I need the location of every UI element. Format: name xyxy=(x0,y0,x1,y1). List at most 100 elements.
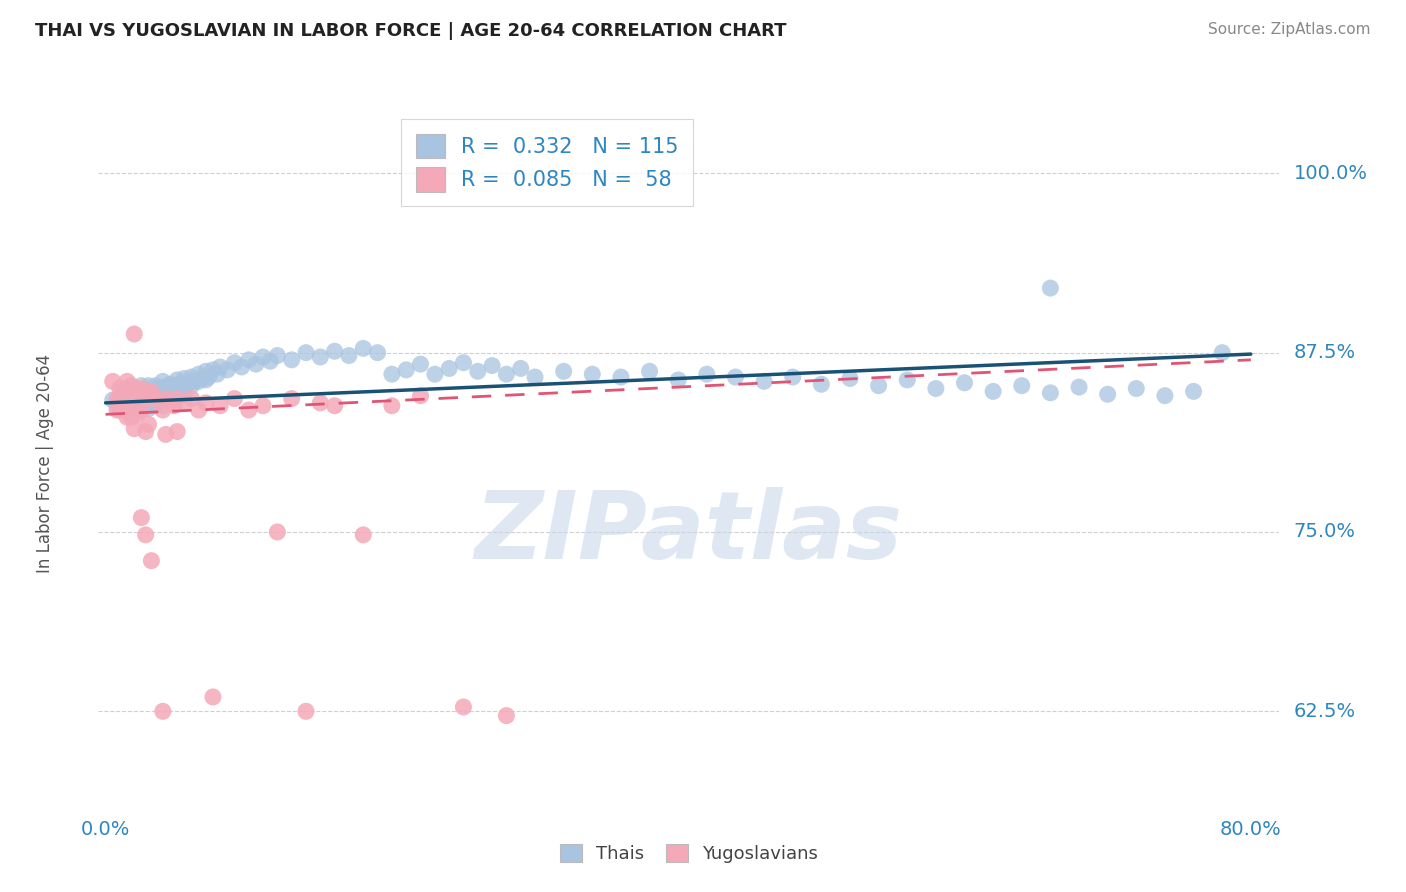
Point xyxy=(409,357,432,371)
Point xyxy=(868,378,890,392)
Point xyxy=(135,392,157,406)
Point xyxy=(115,382,138,396)
Point xyxy=(696,367,718,381)
Point xyxy=(409,389,432,403)
Point xyxy=(524,370,547,384)
Point xyxy=(187,403,209,417)
Point xyxy=(209,359,232,374)
Point xyxy=(194,373,217,387)
Point xyxy=(108,382,131,396)
Point xyxy=(122,399,145,413)
Point xyxy=(131,403,153,417)
Point xyxy=(141,384,163,399)
Point xyxy=(724,370,747,384)
Point xyxy=(231,359,253,374)
Point xyxy=(509,361,531,376)
Point xyxy=(981,384,1004,399)
Point xyxy=(309,396,332,410)
Point xyxy=(169,377,191,392)
Point xyxy=(115,385,138,400)
Text: 62.5%: 62.5% xyxy=(1294,702,1355,721)
Point xyxy=(252,399,274,413)
Point xyxy=(138,392,160,406)
Point xyxy=(131,382,153,396)
Point xyxy=(125,387,148,401)
Point xyxy=(925,382,948,396)
Point xyxy=(115,399,138,413)
Point xyxy=(152,403,174,417)
Point xyxy=(120,401,142,416)
Point xyxy=(120,410,142,425)
Point xyxy=(367,345,389,359)
Point xyxy=(155,392,177,406)
Point xyxy=(839,371,862,385)
Point xyxy=(217,363,239,377)
Point xyxy=(752,375,775,389)
Point xyxy=(152,375,174,389)
Point xyxy=(381,367,404,381)
Point xyxy=(138,417,160,432)
Point xyxy=(810,377,832,392)
Point xyxy=(173,387,195,401)
Point xyxy=(122,326,145,341)
Point xyxy=(166,373,188,387)
Point xyxy=(207,367,229,381)
Point xyxy=(122,384,145,399)
Point xyxy=(101,375,124,389)
Point xyxy=(173,380,195,394)
Point xyxy=(224,392,246,406)
Point xyxy=(101,392,124,407)
Point xyxy=(180,392,202,406)
Point xyxy=(159,392,181,407)
Point xyxy=(155,380,177,394)
Point xyxy=(280,352,302,367)
Point xyxy=(173,371,195,385)
Point xyxy=(111,396,134,410)
Point xyxy=(141,554,163,568)
Point xyxy=(138,392,160,407)
Point xyxy=(131,403,153,417)
Point xyxy=(152,383,174,397)
Point xyxy=(610,370,633,384)
Point xyxy=(1125,382,1147,396)
Point xyxy=(122,382,145,396)
Point xyxy=(782,370,804,384)
Point xyxy=(896,373,918,387)
Point xyxy=(259,354,281,368)
Point xyxy=(135,399,157,413)
Point xyxy=(191,371,214,385)
Point xyxy=(1211,345,1233,359)
Point xyxy=(115,410,138,425)
Point xyxy=(159,377,181,392)
Point xyxy=(135,384,157,399)
Point xyxy=(131,378,153,392)
Point xyxy=(108,392,131,407)
Point xyxy=(453,356,475,370)
Point xyxy=(111,385,134,400)
Point xyxy=(105,403,128,417)
Point xyxy=(135,384,157,399)
Point xyxy=(138,387,160,401)
Point xyxy=(495,708,517,723)
Point xyxy=(252,350,274,364)
Point xyxy=(323,399,346,413)
Point xyxy=(1067,380,1090,394)
Point xyxy=(145,378,167,392)
Point xyxy=(152,399,174,413)
Point xyxy=(1039,281,1062,295)
Point xyxy=(1011,378,1033,392)
Point xyxy=(953,376,976,390)
Point xyxy=(467,364,489,378)
Point xyxy=(149,382,172,396)
Text: 75.0%: 75.0% xyxy=(1294,523,1355,541)
Point xyxy=(453,700,475,714)
Point xyxy=(295,704,318,718)
Point xyxy=(135,425,157,439)
Point xyxy=(159,396,181,410)
Point xyxy=(149,389,172,403)
Text: THAI VS YUGOSLAVIAN IN LABOR FORCE | AGE 20-64 CORRELATION CHART: THAI VS YUGOSLAVIAN IN LABOR FORCE | AGE… xyxy=(35,22,786,40)
Point xyxy=(194,364,217,378)
Point xyxy=(131,389,153,403)
Point xyxy=(120,392,142,406)
Point xyxy=(105,399,128,413)
